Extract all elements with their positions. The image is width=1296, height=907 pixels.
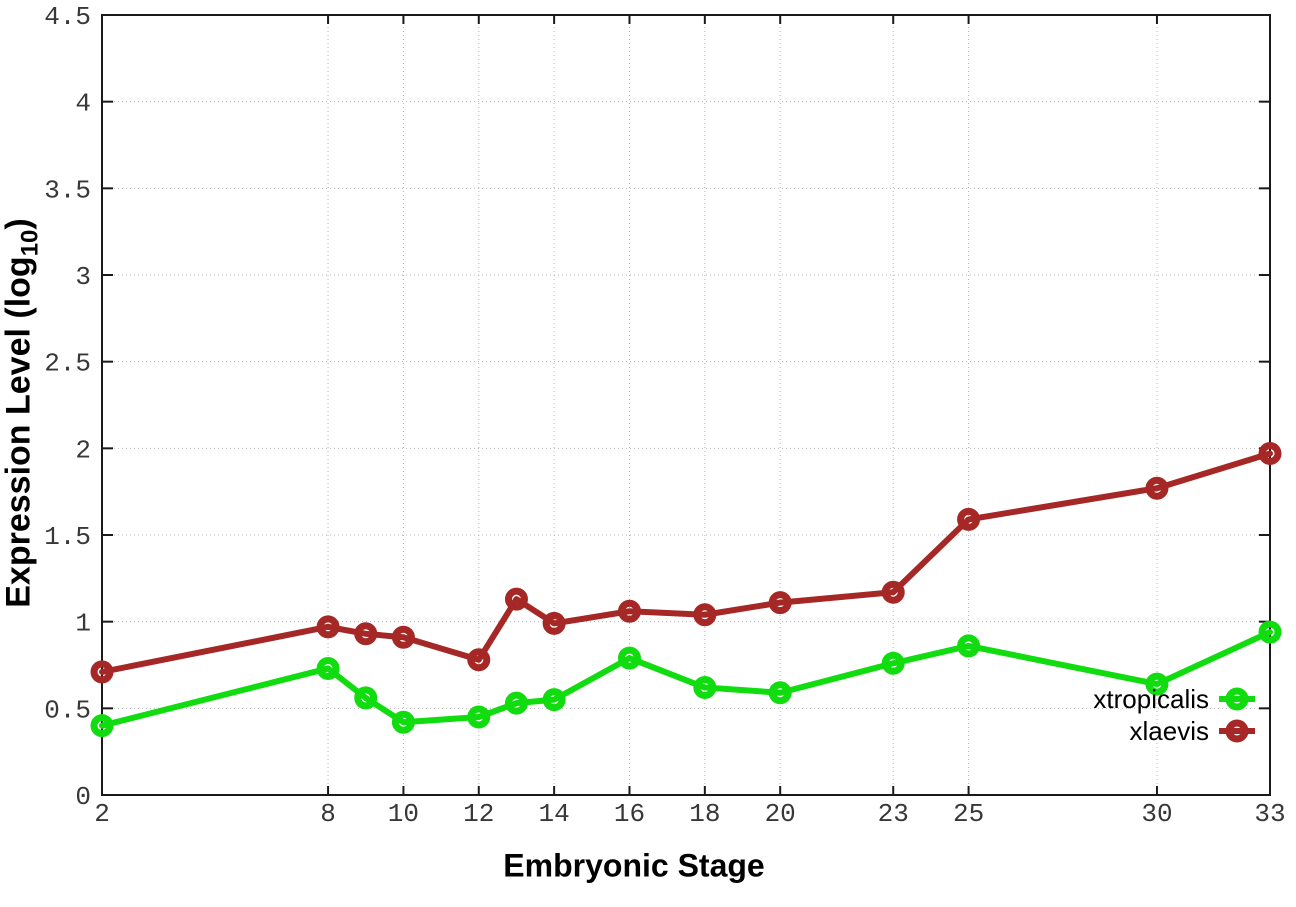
- data-point-xtropicalis: [354, 686, 378, 710]
- x-axis-title: Embryonic Stage: [503, 847, 765, 884]
- data-point-xlaevis: [881, 580, 905, 604]
- y-tick-label: 2.5: [44, 349, 91, 379]
- legend-sample-marker: [1225, 687, 1249, 711]
- data-point-xtropicalis: [768, 681, 792, 705]
- y-tick-label: 4.5: [44, 2, 91, 32]
- legend-item-xtropicalis: xtropicalis: [1093, 683, 1255, 715]
- y-axis-title-suffix: ): [0, 218, 38, 230]
- x-tick-label: 25: [953, 799, 984, 829]
- legend: xtropicalis xlaevis: [1093, 683, 1255, 747]
- tick-labels: 2 8 10 12 14 16 18 20 23 25 30 33 0 0.5 1 1.5 2 2.5 3 3.5 4 4…: [44, 2, 1285, 829]
- data-point-xtropicalis: [90, 714, 114, 738]
- legend-sample-line-icon: [1219, 719, 1255, 743]
- legend-label-xtropicalis: xtropicalis: [1093, 683, 1209, 714]
- x-tick-label: 33: [1254, 799, 1285, 829]
- y-axis-title-subscript: 10: [16, 229, 44, 257]
- y-tick-label: 0.5: [44, 695, 91, 725]
- y-tick-label: 0: [75, 782, 91, 812]
- x-tick-label: 20: [765, 799, 796, 829]
- legend-sample-line-icon: [1219, 687, 1255, 711]
- data-point-xlaevis: [693, 603, 717, 627]
- data-point-xlaevis: [1258, 442, 1282, 466]
- series-line-xlaevis: [99, 450, 1273, 675]
- y-tick-label: 3: [75, 262, 91, 292]
- data-point-xtropicalis: [542, 688, 566, 712]
- data-point-xlaevis: [504, 587, 528, 611]
- data-point-xlaevis: [316, 615, 340, 639]
- data-point-xtropicalis: [881, 651, 905, 675]
- data-point-xlaevis: [354, 622, 378, 646]
- x-tick-label: 16: [614, 799, 645, 829]
- plot-border: [101, 14, 1271, 796]
- data-point-xtropicalis: [957, 634, 981, 658]
- x-tick-label: 2: [94, 799, 110, 829]
- x-tick-label: 8: [320, 799, 336, 829]
- x-tick-label: 14: [539, 799, 570, 829]
- data-point-xlaevis: [957, 507, 981, 531]
- x-tick-label: 12: [463, 799, 494, 829]
- legend-sample-marker: [1225, 719, 1249, 743]
- data-point-xlaevis: [391, 625, 415, 649]
- data-point-xtropicalis: [316, 656, 340, 680]
- x-tick-label: 10: [388, 799, 419, 829]
- series-xlaevis: [90, 442, 1282, 684]
- data-point-xlaevis: [1145, 476, 1169, 500]
- data-point-xlaevis: [617, 599, 641, 623]
- legend-item-xlaevis: xlaevis: [1130, 715, 1255, 747]
- data-point-xtropicalis: [617, 646, 641, 670]
- data-point-xtropicalis: [1145, 672, 1169, 696]
- data-point-xtropicalis: [467, 705, 491, 729]
- data-point-xtropicalis: [391, 710, 415, 734]
- data-point-xtropicalis: [504, 691, 528, 715]
- data-point-xlaevis: [90, 660, 114, 684]
- y-axis-title-text: Expression Level (log: [0, 256, 38, 608]
- y-tick-label: 3.5: [44, 175, 91, 205]
- data-point-xtropicalis: [693, 676, 717, 700]
- y-tick-label: 1: [75, 609, 91, 639]
- data-point-xlaevis: [467, 648, 491, 672]
- y-tick-label: 4: [75, 89, 91, 119]
- legend-label-xlaevis: xlaevis: [1129, 715, 1209, 746]
- y-tick-label: 2: [75, 435, 91, 465]
- gridlines: [102, 15, 1270, 795]
- y-axis-title: Expression Level (log10): [0, 218, 44, 607]
- data-point-xlaevis: [768, 591, 792, 615]
- data-point-xlaevis: [542, 611, 566, 635]
- x-tick-label: 18: [689, 799, 720, 829]
- x-tick-label: 30: [1141, 799, 1172, 829]
- y-tick-label: 1.5: [44, 522, 91, 552]
- series-xtropicalis: [90, 620, 1282, 738]
- data-point-xtropicalis: [1258, 620, 1282, 644]
- x-tick-label: 23: [878, 799, 909, 829]
